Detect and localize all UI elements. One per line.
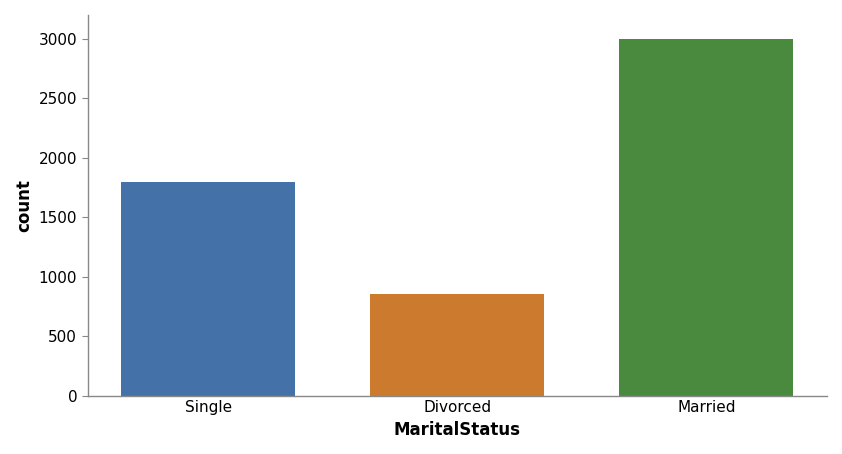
Y-axis label: count: count [15,179,33,232]
Bar [370,295,545,395]
Bar [619,39,793,395]
X-axis label: MaritalStatus: MaritalStatus [394,421,521,439]
Bar [121,182,296,395]
